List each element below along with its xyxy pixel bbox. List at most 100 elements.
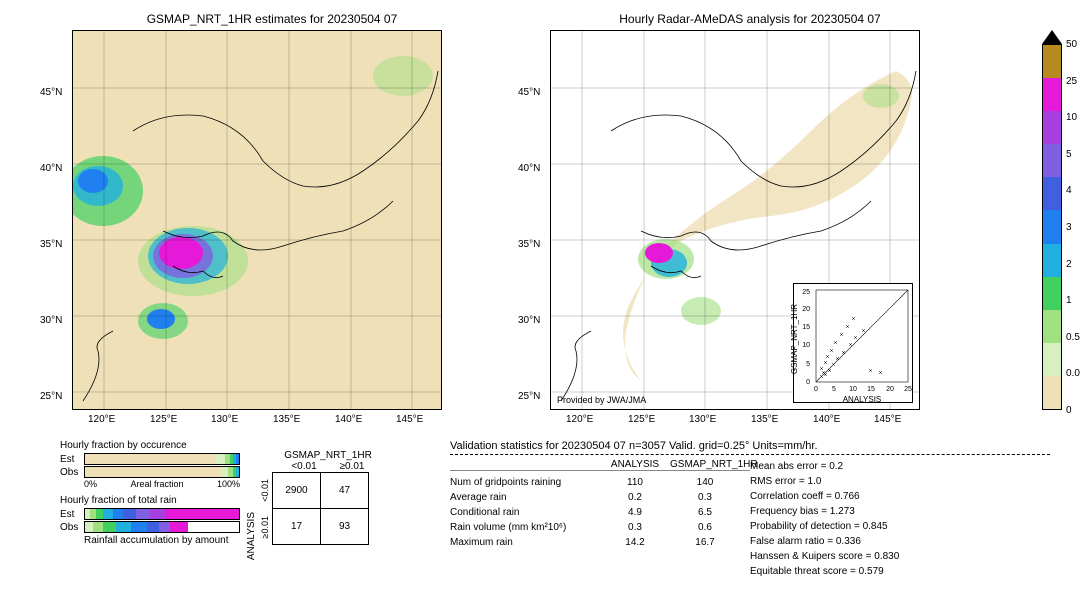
stat-metric: RMS error = 1.0 <box>750 474 1030 489</box>
stat-metric: Frequency bias = 1.273 <box>750 504 1030 519</box>
occurrence-title: Hourly fraction by occurence <box>60 440 240 451</box>
svg-text:0: 0 <box>806 379 810 386</box>
map-gsmap-box <box>72 30 442 410</box>
colorbar: 502510543210.50.010 <box>1042 30 1062 410</box>
colorbar-tick: 1 <box>1066 295 1072 306</box>
contingency-y-axis: ANALYSIS <box>246 512 257 560</box>
totalrain-est-bar <box>84 508 240 520</box>
ytick: 40°N <box>40 163 62 174</box>
stats-col-analysis: ANALYSIS <box>600 459 670 470</box>
xtick: 130°E <box>689 414 716 425</box>
stat-metric: Hanssen & Kuipers score = 0.830 <box>750 549 1030 564</box>
scatter-y-label: GSMAP_NRT_1HR <box>790 304 799 374</box>
stats-title: Validation statistics for 20230504 07 n=… <box>450 440 1050 455</box>
validation-stats: Validation statistics for 20230504 07 n=… <box>450 440 1050 579</box>
rainfall-accum-label: Rainfall accumulation by amount <box>60 535 240 546</box>
xtick: 140°E <box>813 414 840 425</box>
row-obs: Obs <box>60 467 84 478</box>
contingency-title: GSMAP_NRT_1HR <box>280 450 376 461</box>
ytick: 40°N <box>518 163 540 174</box>
xtick: 120°E <box>88 414 115 425</box>
stat-metric: Mean abs error = 0.2 <box>750 459 1030 474</box>
ytick: 35°N <box>518 239 540 250</box>
svg-text:0: 0 <box>814 386 818 393</box>
cont-row-1: ≥0.01 <box>260 516 270 538</box>
map-radar-title: Hourly Radar-AMeDAS analysis for 2023050… <box>550 12 950 26</box>
svg-text:25: 25 <box>904 386 912 393</box>
svg-text:25: 25 <box>802 289 810 296</box>
cont-cell: 2900 <box>273 473 321 509</box>
ytick: 45°N <box>518 87 540 98</box>
colorbar-tick: 0.01 <box>1066 368 1080 379</box>
svg-text:10: 10 <box>802 342 810 349</box>
cont-col-0: <0.01 <box>280 461 328 472</box>
colorbar-tick: 10 <box>1066 112 1077 123</box>
map-attribution: Provided by JWA/JMA <box>557 395 646 405</box>
stats-row: Num of gridpoints raining110140 <box>450 475 750 490</box>
occurrence-obs-bar <box>84 466 240 478</box>
stats-col-gsmap: GSMAP_NRT_1HR <box>670 459 740 470</box>
svg-text:5: 5 <box>806 361 810 368</box>
colorbar-tick: 5 <box>1066 149 1072 160</box>
xtick: 130°E <box>211 414 238 425</box>
xtick: 125°E <box>150 414 177 425</box>
colorbar-tick: 0.5 <box>1066 332 1080 343</box>
xtick: 135°E <box>751 414 778 425</box>
row-obs: Obs <box>60 522 84 533</box>
stats-row: Average rain0.20.3 <box>450 490 750 505</box>
svg-text:20: 20 <box>802 306 810 313</box>
stat-metric: Correlation coeff = 0.766 <box>750 489 1030 504</box>
ytick: 30°N <box>518 315 540 326</box>
cont-row-0: <0.01 <box>260 479 270 502</box>
map-radar-box: Provided by JWA/JMA 0 <box>550 30 920 410</box>
xtick: 125°E <box>628 414 655 425</box>
stat-metric: Equitable threat score = 0.579 <box>750 564 1030 579</box>
scatter-x-label: ANALYSIS <box>816 395 908 404</box>
axis-max: 100% <box>217 479 240 489</box>
row-est: Est <box>60 509 84 520</box>
svg-text:15: 15 <box>802 324 810 331</box>
map-gsmap-title: GSMAP_NRT_1HR estimates for 20230504 07 <box>72 12 472 26</box>
stat-metric: False alarm ratio = 0.336 <box>750 534 1030 549</box>
svg-text:10: 10 <box>849 386 857 393</box>
stat-metric: Probability of detection = 0.845 <box>750 519 1030 534</box>
cont-cell: 93 <box>321 509 369 545</box>
ytick: 45°N <box>40 87 62 98</box>
row-est: Est <box>60 454 84 465</box>
xtick: 145°E <box>874 414 901 425</box>
colorbar-tick: 2 <box>1066 259 1072 270</box>
ytick: 25°N <box>518 391 540 402</box>
stats-col-blank <box>450 459 600 470</box>
colorbar-tick: 3 <box>1066 222 1072 233</box>
contingency-table: GSMAP_NRT_1HR <0.01≥0.01 ANALYSIS <0.01 … <box>260 450 376 545</box>
colorbar-overflow-icon <box>1042 30 1062 44</box>
stats-row: Conditional rain4.96.5 <box>450 505 750 520</box>
xtick: 145°E <box>396 414 423 425</box>
stats-row: Rain volume (mm km²10⁶)0.30.6 <box>450 520 750 535</box>
scatter-inset: 0 5 10 15 20 25 0 5 10 15 20 25 GSMAP_NR… <box>793 283 913 403</box>
ytick: 25°N <box>40 391 62 402</box>
map-gsmap: GSMAP_NRT_1HR estimates for 20230504 07 <box>72 12 472 410</box>
colorbar-tick: 0 <box>1066 405 1072 416</box>
xtick: 120°E <box>566 414 593 425</box>
ytick: 30°N <box>40 315 62 326</box>
svg-text:20: 20 <box>886 386 894 393</box>
map-radar: Hourly Radar-AMeDAS analysis for 2023050… <box>550 12 950 410</box>
svg-text:5: 5 <box>832 386 836 393</box>
ytick: 35°N <box>40 239 62 250</box>
svg-text:15: 15 <box>867 386 875 393</box>
cont-cell: 47 <box>321 473 369 509</box>
stats-row: Maximum rain14.216.7 <box>450 535 750 550</box>
totalrain-title: Hourly fraction of total rain <box>60 495 240 506</box>
xtick: 140°E <box>335 414 362 425</box>
xtick: 135°E <box>273 414 300 425</box>
colorbar-tick: 25 <box>1066 76 1077 87</box>
colorbar-tick: 4 <box>1066 185 1072 196</box>
cont-cell: 17 <box>273 509 321 545</box>
cont-col-1: ≥0.01 <box>328 461 376 472</box>
colorbar-tick: 50 <box>1066 39 1077 50</box>
occurrence-est-bar <box>84 453 240 465</box>
fraction-bars: Hourly fraction by occurence Est Obs 0%A… <box>60 440 240 548</box>
axis-min: 0% <box>84 479 97 489</box>
totalrain-obs-bar <box>84 521 240 533</box>
